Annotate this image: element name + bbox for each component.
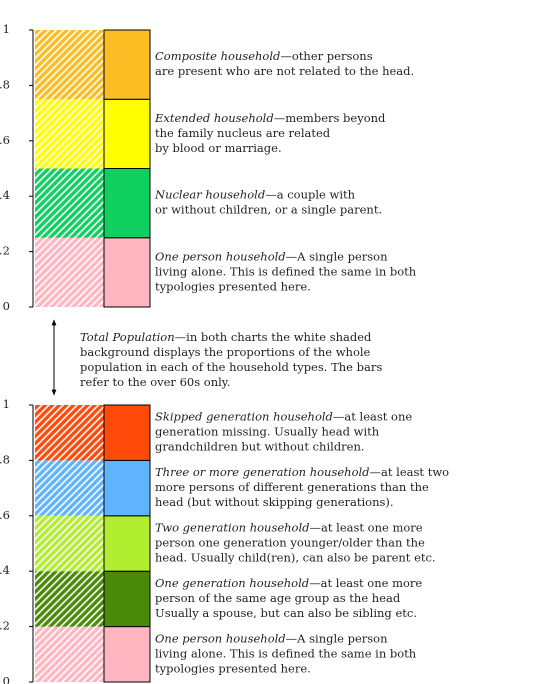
segment-name: One person household <box>155 631 286 645</box>
annotation-line: living alone. This is defined the same i… <box>155 264 417 278</box>
annotation-line: Nuclear household—a couple with <box>154 188 356 202</box>
total-population-note: background displays the proportions of t… <box>80 345 371 359</box>
over60-segment <box>103 459 151 517</box>
y-tick-label: 0 <box>3 674 10 684</box>
over60-segment <box>103 237 151 308</box>
annotation-line: Skipped generation household—at least on… <box>155 410 412 424</box>
segment-description: —at least one <box>333 410 412 424</box>
segment-description: more persons of different generations th… <box>155 480 429 494</box>
segment-description: —a couple with <box>265 188 355 202</box>
annotation-line: person one generation younger/older than… <box>155 536 425 550</box>
over60-segment <box>103 570 151 628</box>
annotation-line: typologies presented here. <box>155 661 311 675</box>
segment-name: Nuclear household <box>154 188 265 202</box>
annotation-line: are present who are not related to the h… <box>155 64 414 78</box>
y-tick-label: .6 <box>0 133 10 147</box>
segment-description: head. Usually child(ren), can also be pa… <box>155 551 436 565</box>
population-segment <box>35 405 104 461</box>
segment-description: grandchildren but without children. <box>155 440 365 454</box>
over60-segment <box>103 98 151 169</box>
annotation-line: One person household—A single person <box>155 249 388 263</box>
annotation-line: generation missing. Usually head with <box>155 425 380 439</box>
segment-description: —at least one more <box>309 576 422 590</box>
note-line: —in both charts the white shaded <box>175 330 372 344</box>
segment-description: —other persons <box>280 49 372 63</box>
annotation-line: Composite household—other persons <box>155 49 373 63</box>
segment-description: person one generation younger/older than… <box>155 536 425 550</box>
population-segment <box>35 571 104 627</box>
segment-description: living alone. This is defined the same i… <box>155 264 417 278</box>
segment-name: One generation household <box>155 576 309 590</box>
over60-segment <box>103 404 151 461</box>
annotation-line: Three or more generation household—at le… <box>155 465 449 479</box>
annotation-line: person of the same age group as the head <box>155 591 401 605</box>
annotation-line: Usually a spouse, but can also be siblin… <box>155 606 417 620</box>
segment-name: Skipped generation household <box>155 410 333 424</box>
segment-description: —A single person <box>286 249 388 263</box>
segment-description: —members beyond <box>274 111 386 125</box>
segment-description: generation missing. Usually head with <box>155 425 380 439</box>
segment-name: Composite household <box>155 49 280 63</box>
annotation-line: by blood or marriage. <box>155 141 282 155</box>
y-tick-label: 1 <box>3 22 10 36</box>
annotation-line: Two generation household—at least one mo… <box>155 521 423 535</box>
total-population-note: population in each of the household type… <box>80 360 382 374</box>
segment-description: Usually a spouse, but can also be siblin… <box>155 606 417 620</box>
segment-description: are present who are not related to the h… <box>155 64 414 78</box>
segment-description: —at least two <box>370 465 450 479</box>
annotation-line: head. Usually child(ren), can also be pa… <box>155 551 436 565</box>
segment-description: —at least one more <box>310 521 423 535</box>
y-tick-label: .6 <box>0 508 10 522</box>
y-tick-label: .4 <box>0 188 10 202</box>
annotation-line: more persons of different generations th… <box>155 480 429 494</box>
population-segment <box>35 30 104 100</box>
annotation-line: grandchildren but without children. <box>155 440 365 454</box>
segment-description: typologies presented here. <box>155 279 311 293</box>
note-line: background displays the proportions of t… <box>80 345 371 359</box>
over60-segment <box>103 29 151 100</box>
segment-description: —A single person <box>286 631 388 645</box>
note-line: population in each of the household type… <box>80 360 382 374</box>
population-segment <box>35 460 104 516</box>
annotation-line: the family nucleus are related <box>155 126 331 140</box>
y-tick-label: .2 <box>0 619 10 633</box>
population-segment <box>35 99 104 169</box>
note-title: Total Population <box>80 330 175 344</box>
segment-description: typologies presented here. <box>155 661 311 675</box>
annotation-line: or without children, or a single parent. <box>155 203 382 217</box>
segment-description: or without children, or a single parent. <box>155 203 382 217</box>
segment-description: person of the same age group as the head <box>155 591 401 605</box>
y-tick-label: 1 <box>3 397 10 411</box>
segment-name: Extended household <box>154 111 274 125</box>
annotation-line: Extended household—members beyond <box>154 111 386 125</box>
segment-name: Three or more generation household <box>155 465 370 479</box>
y-tick-label: .8 <box>0 77 10 91</box>
segment-name: Two generation household <box>155 521 310 535</box>
population-segment <box>35 626 104 682</box>
over60-segment <box>103 626 151 683</box>
total-population-note: Total Population—in both charts the whit… <box>80 330 372 344</box>
population-segment <box>35 168 104 238</box>
over60-segment <box>103 168 151 239</box>
annotation-line: One person household—A single person <box>155 631 388 645</box>
segment-name: One person household <box>155 249 286 263</box>
y-tick-label: .8 <box>0 452 10 466</box>
annotation-line: One generation household—at least one mo… <box>155 576 422 590</box>
segment-description: the family nucleus are related <box>155 126 331 140</box>
annotation-line: head (but without skipping generations). <box>155 495 394 509</box>
note-line: refer to the over 60s only. <box>80 375 230 389</box>
segment-description: by blood or marriage. <box>155 141 282 155</box>
population-segment <box>35 515 104 572</box>
total-population-note: refer to the over 60s only. <box>80 375 230 389</box>
over60-segment <box>103 515 151 572</box>
segment-description: head (but without skipping generations). <box>155 495 394 509</box>
annotation-line: typologies presented here. <box>155 279 311 293</box>
population-segment <box>35 237 104 307</box>
y-tick-label: .4 <box>0 563 10 577</box>
y-tick-label: 0 <box>3 299 10 313</box>
y-tick-label: .2 <box>0 244 10 258</box>
annotation-line: living alone. This is defined the same i… <box>155 646 417 660</box>
segment-description: living alone. This is defined the same i… <box>155 646 417 660</box>
